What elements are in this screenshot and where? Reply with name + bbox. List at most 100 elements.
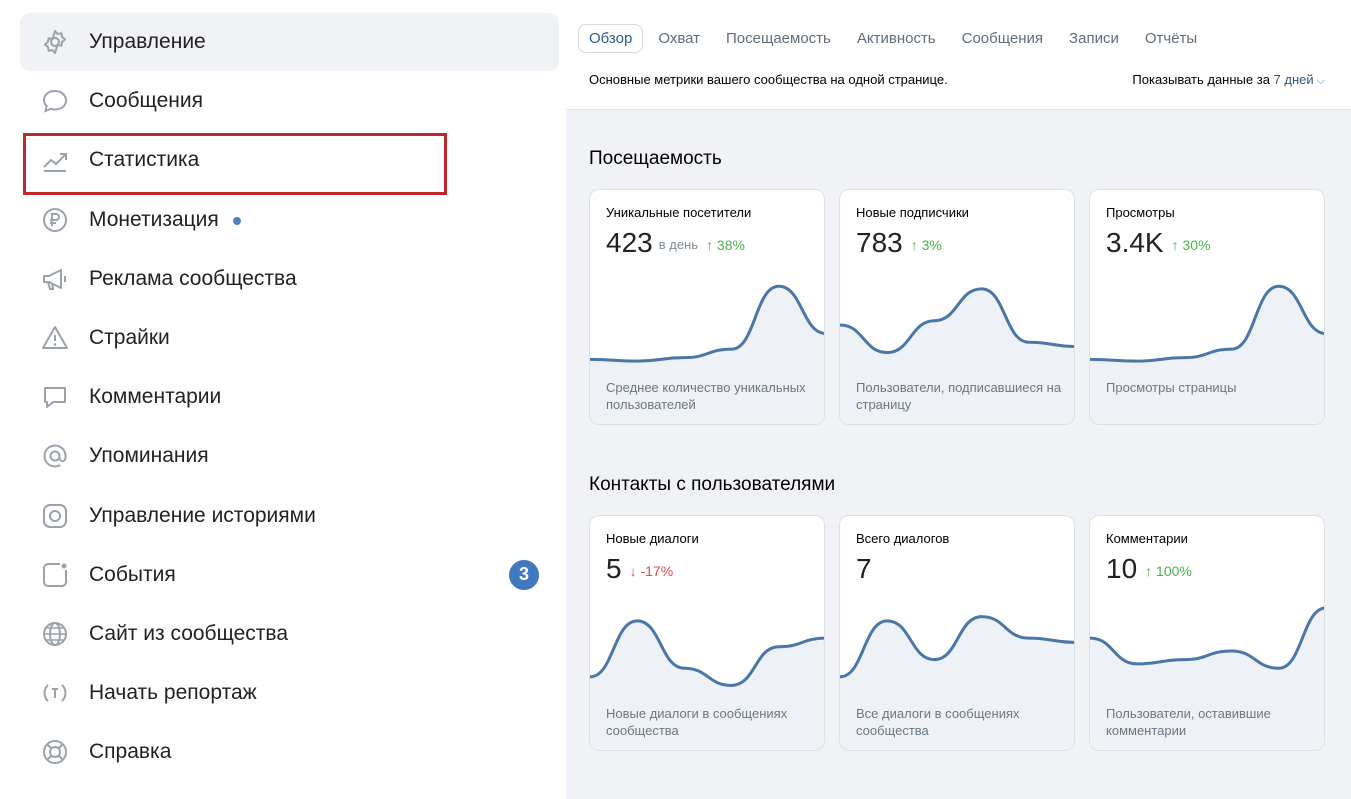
metric-value: 5	[606, 553, 622, 584]
tab-активность[interactable]: Активность	[856, 30, 936, 47]
period-selector[interactable]: Показывать данные за 7 дней ⌵	[1132, 72, 1325, 88]
metric-description: Пользователи, подписавшиеся на страницу	[856, 380, 1062, 412]
metric-card[interactable]: Новые диалоги 5 ↓ -17% Новые диалоги в сооб…	[589, 515, 825, 751]
metric-description: Все диалоги в сообщениях сообщества	[856, 706, 1020, 738]
sidebar-item-реклама-сообщества[interactable]: Реклама сообщества	[20, 250, 559, 308]
arrow-up-icon: ↑	[910, 236, 922, 253]
metric-description: Просмотры страницы	[1106, 380, 1237, 395]
sparkline-line	[590, 284, 824, 363]
metric-delta-value: 3%	[921, 236, 942, 253]
metric-card[interactable]: Уникальные посетители 423 в день ↑ 38% Средн…	[589, 189, 825, 425]
statistics-panel: Обзор Охват Посещаемость Активность Сообщени…	[566, 0, 1351, 799]
tab-обзор[interactable]: Обзор	[578, 24, 644, 53]
tab-bar: Обзор Охват Посещаемость Активность Сообщени…	[578, 24, 1212, 53]
metric-value: 423	[606, 227, 653, 258]
story-icon	[40, 501, 70, 531]
metric-description: Пользователи, оставившие комментарии	[1106, 706, 1271, 738]
metric-delta: ↑ 38%	[706, 237, 745, 253]
metric-title: Уникальные посетители	[606, 205, 752, 220]
metric-delta: ↑ 3%	[911, 237, 942, 253]
tab-охват[interactable]: Охват	[658, 30, 701, 47]
sparkline-chart	[840, 615, 1074, 750]
metric-value-row: 783 ↑ 3%	[856, 227, 942, 259]
metric-value: 3.4K	[1106, 227, 1164, 258]
sparkline-line	[590, 619, 824, 687]
sidebar-item-label: Управление	[89, 30, 206, 53]
arrow-up-icon: ↑	[1145, 562, 1157, 579]
event-icon	[40, 560, 70, 590]
notification-dot	[233, 216, 242, 225]
sidebar-item-управление[interactable]: Управление	[20, 13, 559, 71]
metric-card[interactable]: Всего диалогов 7 Все диалоги в сообщениях …	[839, 515, 1075, 751]
sidebar-item-события[interactable]: События 3	[20, 546, 559, 604]
metric-delta-value: 100%	[1156, 562, 1192, 579]
sparkline-line	[1090, 284, 1324, 363]
metric-title: Комментарии	[1106, 531, 1188, 546]
metric-unit: в день	[658, 237, 699, 253]
sparkline-line	[840, 287, 1074, 355]
period-value[interactable]: 7 дней	[1273, 72, 1314, 87]
sidebar-item-начать-репортаж[interactable]: Начать репортаж	[20, 664, 559, 722]
sidebar-item-статистика[interactable]: Статистика	[20, 131, 559, 189]
chevron-down-icon: ⌵	[1316, 75, 1325, 87]
sparkline-area	[840, 288, 1074, 424]
sparkline-chart	[1090, 284, 1324, 424]
counter-badge: 3	[509, 559, 539, 590]
page-subtitle: Основные метрики вашего сообщества на од…	[589, 72, 948, 87]
metric-value-row: 3.4K ↑ 30%	[1106, 227, 1211, 259]
metric-description: Среднее количество уникальных пользовате…	[606, 380, 806, 412]
tab-посещаемость[interactable]: Посещаемость	[726, 30, 831, 47]
sidebar-item-label: Упоминания	[89, 444, 209, 468]
metric-title: Всего диалогов	[856, 531, 950, 546]
tab-отчёты[interactable]: Отчёты	[1144, 30, 1198, 47]
sidebar-item-сайт-из-сообщества[interactable]: Сайт из сообщества	[20, 605, 559, 663]
sidebar-item-комментарии[interactable]: Комментарии	[20, 368, 559, 426]
arrow-down-icon: ↓	[629, 562, 641, 579]
sidebar-item-label: Начать репортаж	[89, 681, 257, 705]
sidebar-item-label: Страйки	[89, 326, 170, 349]
sparkline-line	[840, 615, 1074, 679]
sidebar-item-label: События	[89, 562, 176, 586]
metric-value: 10	[1106, 553, 1138, 584]
arrow-up-icon: ↑	[706, 236, 717, 253]
sidebar-item-label: Статистика	[89, 148, 200, 172]
metric-value-row: 5 ↓ -17%	[606, 553, 673, 585]
metric-value-row: 7	[856, 553, 872, 585]
sidebar-item-управление-историями[interactable]: Управление историями	[20, 487, 559, 545]
section-title: Контакты с пользователями	[589, 474, 836, 495]
metric-card[interactable]: Комментарии 10 ↑ 100% Пользователи, оставив…	[1089, 515, 1325, 751]
metric-value-row: 10 ↑ 100%	[1106, 553, 1192, 585]
metric-card[interactable]: Просмотры 3.4K ↑ 30% Просмотры страницы	[1089, 189, 1325, 425]
metric-value-row: 423 в день ↑ 38%	[606, 227, 745, 259]
period-label: Показывать данные за	[1132, 72, 1270, 87]
sidebar-item-label: Сайт из сообщества	[89, 622, 289, 645]
sidebar-item-сообщения[interactable]: Сообщения	[20, 72, 559, 130]
globe-icon	[40, 619, 70, 649]
sidebar-item-label: Справка	[89, 740, 172, 764]
sidebar-item-упоминания[interactable]: Упоминания	[20, 427, 559, 485]
sidebar-item-страйки[interactable]: Страйки	[20, 309, 559, 367]
header: Обзор Охват Посещаемость Активность Сообщени…	[566, 0, 1351, 110]
metric-title: Новые диалоги	[606, 531, 699, 546]
comment-icon	[40, 382, 70, 412]
metric-delta: ↑ 100%	[1145, 563, 1192, 579]
metric-card[interactable]: Новые подписчики 783 ↑ 3% Пользователи, под…	[839, 189, 1075, 425]
sparkline-chart	[590, 619, 824, 750]
sparkline-chart	[1090, 606, 1324, 750]
metric-title: Новые подписчики	[856, 205, 969, 220]
sidebar-item-справка[interactable]: Справка	[20, 723, 559, 781]
sparkline-chart	[840, 287, 1074, 424]
lifebuoy-icon	[40, 737, 70, 767]
sidebar-item-label: Управление историями	[89, 503, 316, 527]
sidebar-item-монетизация[interactable]: Монетизация	[20, 191, 559, 249]
arrow-up-icon: ↑	[1171, 236, 1183, 253]
metric-delta: ↑ 30%	[1172, 237, 1211, 253]
sparkline-chart	[590, 284, 824, 424]
warning-triangle-icon	[40, 323, 70, 353]
tab-записи[interactable]: Записи	[1069, 30, 1119, 47]
live-broadcast-icon	[40, 678, 70, 708]
tab-сообщения[interactable]: Сообщения	[961, 30, 1044, 47]
metric-delta: ↓ -17%	[630, 563, 674, 579]
ruble-coin-icon	[40, 205, 70, 235]
sidebar-item-label: Монетизация	[89, 207, 219, 231]
